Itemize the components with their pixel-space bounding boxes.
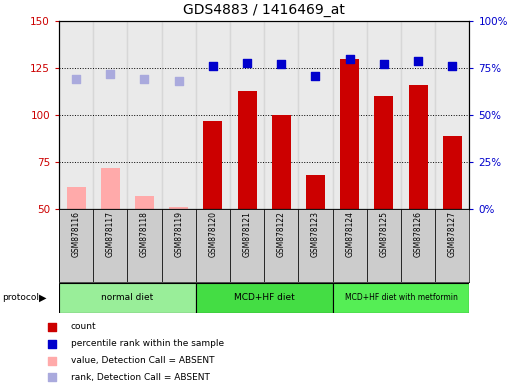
Bar [238,91,256,209]
Bar [401,21,435,209]
Text: GSM878124: GSM878124 [345,212,354,257]
Text: GSM878120: GSM878120 [208,212,218,257]
Bar [435,209,469,282]
Text: MCD+HF diet: MCD+HF diet [234,293,294,302]
Bar [374,96,393,209]
Bar [299,21,332,209]
Bar [196,21,230,209]
Point [48,374,56,381]
Bar [59,21,93,209]
Point [346,56,354,62]
Bar [169,207,188,209]
Bar [162,21,196,209]
Bar [435,21,469,209]
Text: MCD+HF diet with metformin: MCD+HF diet with metformin [345,293,458,302]
Bar [196,283,332,313]
Text: GSM878123: GSM878123 [311,212,320,257]
Point [380,61,388,68]
Text: GSM878122: GSM878122 [277,212,286,257]
Bar [272,115,291,209]
Bar [332,21,367,209]
Bar [299,209,332,282]
Bar [93,21,127,209]
Text: count: count [71,323,96,331]
Bar [127,209,162,282]
Text: rank, Detection Call = ABSENT: rank, Detection Call = ABSENT [71,373,210,382]
Bar [230,21,264,209]
Text: GSM878121: GSM878121 [243,212,251,257]
Bar [332,283,469,313]
Bar [162,209,196,282]
Bar [59,209,93,282]
Text: GSM878119: GSM878119 [174,212,183,257]
Bar [332,209,367,282]
Point [48,358,56,364]
Point [311,73,320,79]
Bar [204,121,222,209]
Bar [101,168,120,209]
Bar [340,59,359,209]
Point [141,76,149,83]
Text: ▶: ▶ [38,293,46,303]
Bar [443,136,462,209]
Bar [127,21,162,209]
Text: percentile rank within the sample: percentile rank within the sample [71,339,224,348]
Bar [93,209,127,282]
Text: GSM878125: GSM878125 [380,212,388,257]
Bar [59,283,196,313]
Point [48,324,56,330]
Text: protocol: protocol [3,293,40,302]
Point [414,58,422,64]
Bar [196,209,230,282]
Text: GSM878117: GSM878117 [106,212,115,257]
Point [277,61,285,68]
Bar [306,175,325,209]
Bar [401,209,435,282]
Bar [264,21,299,209]
Text: normal diet: normal diet [101,293,153,302]
Bar [409,85,427,209]
Bar [230,209,264,282]
Text: GSM878118: GSM878118 [140,212,149,257]
Point [72,76,80,83]
Point [448,63,457,70]
Point [243,60,251,66]
Text: GSM878127: GSM878127 [448,212,457,257]
Bar [264,209,299,282]
Point [174,78,183,84]
Bar [135,196,154,209]
Text: GSM878116: GSM878116 [72,212,81,257]
Point [106,71,114,77]
Bar [367,21,401,209]
Bar [67,187,86,209]
Point [209,63,217,70]
Point [48,341,56,347]
Text: GSM878126: GSM878126 [413,212,423,257]
Bar [367,209,401,282]
Text: value, Detection Call = ABSENT: value, Detection Call = ABSENT [71,356,214,365]
Title: GDS4883 / 1416469_at: GDS4883 / 1416469_at [183,3,345,17]
